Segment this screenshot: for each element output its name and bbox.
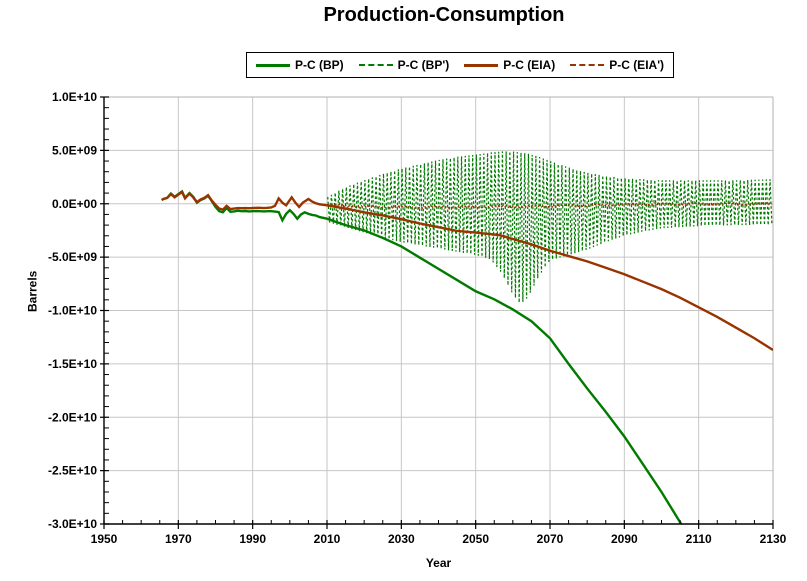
y-tick-label: -2.5E+10	[48, 464, 97, 478]
legend-label-pc-bp-prime: P-C (BP')	[397, 58, 450, 72]
legend-label-pc-eia-prime: P-C (EIA')	[609, 58, 665, 72]
y-tick-label: -2.0E+10	[48, 410, 97, 424]
legend-swatch-solid-green	[256, 63, 290, 67]
y-tick-label: -1.5E+10	[48, 357, 97, 371]
y-tick-label: 1.0E+10	[52, 90, 97, 104]
x-tick-label: 2110	[686, 532, 712, 546]
chart-title: Production-Consumption	[323, 4, 565, 26]
legend-swatch-solid-brown	[464, 63, 499, 67]
legend-item-pc-bp-prime: P-C (BP')	[358, 58, 450, 72]
y-tick-label: -5.0E+09	[48, 250, 97, 264]
y-tick-label: 0.0E+00	[52, 197, 97, 211]
legend: P-C (BP) P-C (BP') P-C (EIA) P-C (EIA')	[246, 52, 675, 78]
x-tick-label: 1970	[165, 532, 192, 546]
x-axis-title: Year	[425, 556, 452, 570]
legend-swatch-dashed-green	[358, 64, 393, 66]
x-tick-label: 2050	[462, 532, 489, 546]
x-tick-label: 1990	[239, 532, 266, 546]
legend-item-pc-eia: P-C (EIA)	[464, 58, 555, 72]
y-tick-label: -3.0E+10	[48, 517, 97, 531]
x-tick-label: 2090	[611, 532, 638, 546]
x-tick-label: 2010	[314, 532, 341, 546]
x-tick-label: 2070	[537, 532, 564, 546]
legend-label-pc-bp: P-C (BP)	[295, 58, 344, 72]
series-group	[161, 151, 773, 524]
y-tick-label: -1.0E+10	[48, 304, 97, 318]
x-tick-label: 2030	[388, 532, 415, 546]
x-tick-label: 2130	[760, 532, 787, 546]
y-tick-label: 5.0E+09	[52, 143, 97, 157]
legend-swatch-dashed-brown	[570, 64, 605, 66]
series-line-3	[327, 202, 773, 209]
x-tick-label: 1950	[91, 532, 118, 546]
legend-item-pc-eia-prime: P-C (EIA')	[570, 58, 664, 72]
legend-label-pc-eia: P-C (EIA)	[503, 58, 556, 72]
legend-item-pc-bp: P-C (BP)	[256, 58, 344, 72]
series-line-2	[161, 190, 773, 352]
series-line-1	[327, 151, 773, 303]
